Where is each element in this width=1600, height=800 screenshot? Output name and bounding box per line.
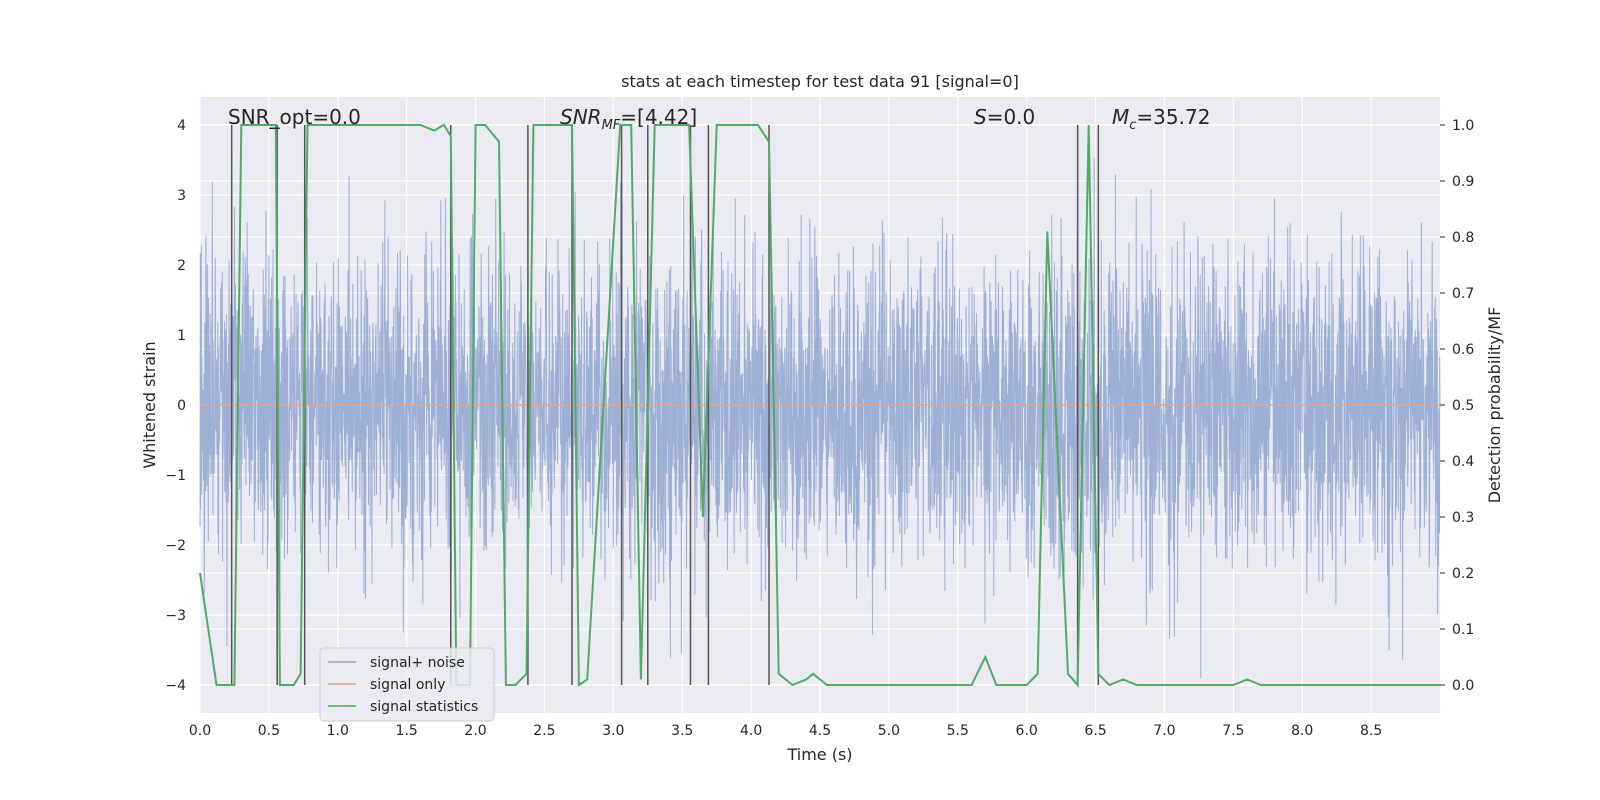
series-signal-plus-noise (199, 157, 1441, 679)
annotation-s-value: =0.0 (987, 105, 1036, 129)
x-tick-label: 1.5 (396, 723, 418, 739)
y2-tick-label: 0.6 (1452, 342, 1474, 358)
annotation-snr-mf-label: SNR (560, 105, 602, 129)
x-tick-label: 2.5 (533, 723, 555, 739)
y2-tick-label: 0.9 (1452, 174, 1474, 190)
x-tick-label: 4.0 (740, 723, 762, 739)
noise-series-layer (199, 157, 1441, 679)
y-tick-label: −1 (165, 468, 186, 484)
y-axis-label: Whitened strain (140, 341, 159, 468)
x-axis-label: Time (s) (786, 745, 852, 764)
y2-tick-label: 0.5 (1452, 398, 1474, 414)
y-tick-label: 3 (177, 188, 186, 204)
annotation-mc: Mc=35.72 (1112, 105, 1210, 133)
annotation-s-label: S (974, 105, 987, 129)
x-tick-label: 1.0 (327, 723, 349, 739)
x-tick-label: 2.0 (464, 723, 486, 739)
y-tick-label: −2 (165, 538, 186, 554)
y-tick-label: 2 (177, 258, 186, 274)
y2-tick-label: 0.4 (1452, 454, 1474, 470)
x-tick-label: 6.5 (1084, 723, 1106, 739)
y-tick-label: 1 (177, 328, 186, 344)
annotation-mc-label: M (1112, 105, 1129, 129)
x-tick-label: 0.0 (189, 723, 211, 739)
y-tick-label: 0 (177, 398, 186, 414)
annotation-snr-mf-sub: MF (602, 118, 621, 133)
chart-title: stats at each timestep for test data 91 … (621, 72, 1019, 91)
x-tick-label: 8.0 (1291, 723, 1313, 739)
x-tick-label: 3.5 (671, 723, 693, 739)
annotation-snr-mf: SNRMF=[4.42] (560, 105, 697, 133)
y2-tick-label: 0.2 (1452, 566, 1474, 582)
series-signal-statistics (199, 123, 1440, 688)
x-tick-label: 6.0 (1016, 723, 1038, 739)
annotation-snr-opt: SNR_opt=0.0 (228, 105, 361, 129)
y2-tick-label: 0.8 (1452, 230, 1474, 246)
y2-tick-label: 1.0 (1452, 118, 1474, 134)
x-tick-label: 8.5 (1360, 723, 1382, 739)
tick-labels: 0.0 0.5 1.0 1.5 2.0 2.5 3.0 3.5 4.0 4.5 5.0 5.5 6.0 6… (165, 118, 1474, 739)
y-tick-label: −4 (165, 678, 186, 694)
x-tick-label: 3.0 (602, 723, 624, 739)
legend-label-stats: signal statistics (370, 699, 478, 715)
y2-tick-label: 0.0 (1452, 678, 1474, 694)
y2-tick-label: 0.7 (1452, 286, 1474, 302)
legend: signal+ noise signal only signal statist… (319, 647, 495, 722)
legend-label-signal: signal only (370, 677, 445, 693)
x-tick-label: 7.5 (1222, 723, 1244, 739)
x-tick-label: 5.0 (878, 723, 900, 739)
legend-label-noise: signal+ noise (370, 655, 465, 671)
x-tick-label: 4.5 (809, 723, 831, 739)
x-tick-label: 7.0 (1153, 723, 1175, 739)
x-tick-label: 5.5 (947, 723, 969, 739)
annotation-mc-value: =35.72 (1136, 105, 1210, 129)
y2-tick-label: 0.1 (1452, 622, 1474, 638)
legend-box (319, 647, 495, 722)
annotation-s: S=0.0 (974, 105, 1035, 129)
annotation-snr-mf-value: =[4.42] (620, 105, 697, 129)
annotation-mc-sub: c (1129, 118, 1136, 133)
y2-axis-label: Detection probability/MF (1485, 307, 1504, 504)
y2-tick-label: 0.3 (1452, 510, 1474, 526)
signal-statistics-series-layer (199, 123, 1440, 688)
y-tick-label: −3 (165, 608, 186, 624)
x-tick-label: 0.5 (258, 723, 280, 739)
y-tick-label: 4 (177, 118, 186, 134)
